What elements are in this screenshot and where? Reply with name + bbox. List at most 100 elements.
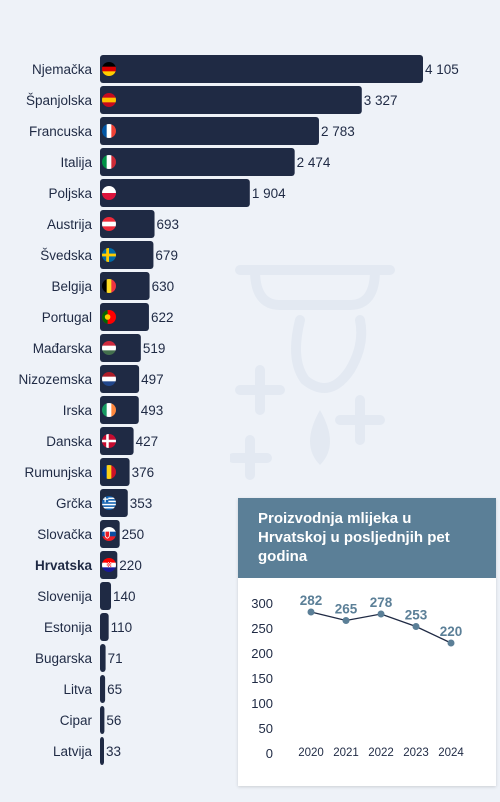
value-label: 33 (106, 744, 121, 759)
data-point (342, 617, 350, 624)
y-tick-label: 250 (251, 621, 273, 636)
bar-row: Španjolska 3 327 (26, 86, 398, 114)
x-tick-label: 2022 (368, 747, 394, 759)
y-tick-label: 200 (251, 646, 273, 661)
country-label: Hrvatska (35, 558, 93, 573)
country-label: Mađarska (33, 341, 93, 356)
country-label: Litva (63, 682, 92, 697)
bar (100, 241, 154, 269)
bar (100, 179, 250, 207)
bar-row: Švedska 679 (40, 241, 178, 269)
country-label: Belgija (51, 279, 92, 294)
bar (100, 303, 149, 331)
bar-row: Nizozemska 497 (18, 365, 164, 393)
bar (100, 644, 106, 672)
data-label: 253 (405, 608, 428, 623)
bar-row: Slovenija 140 (37, 582, 136, 610)
bar-row: Poljska 1 904 (48, 179, 286, 207)
bar (100, 117, 319, 145)
bar-row: Mađarska 519 (33, 334, 166, 362)
value-label: 140 (113, 589, 136, 604)
country-label: Portugal (42, 310, 92, 325)
country-label: Cipar (60, 713, 93, 728)
bar-row: Rumunjska 376 (24, 458, 154, 486)
data-point (377, 610, 385, 618)
y-tick-label: 50 (259, 721, 273, 736)
be-flag-icon (102, 279, 116, 293)
bar-row: Latvija 33 (53, 737, 121, 765)
y-tick-label: 300 (251, 596, 273, 611)
bar (100, 396, 139, 424)
es-flag-icon (102, 93, 116, 107)
value-label: 65 (107, 682, 122, 697)
data-point (307, 608, 315, 616)
x-tick-label: 2021 (333, 747, 359, 759)
bar (100, 86, 362, 114)
value-label: 3 327 (364, 93, 398, 108)
bar-row: Hrvatska 220 (35, 551, 142, 579)
hu-flag-icon (102, 341, 116, 355)
value-label: 56 (106, 713, 121, 728)
de-flag-icon (102, 62, 116, 76)
croatia-milk-line-chart: 300 250 200 150 100 50 0 2020 2021 2022 2023 2024 28… (251, 593, 464, 761)
value-label: 679 (155, 248, 178, 263)
bar (100, 613, 109, 641)
it-flag-icon (102, 155, 116, 169)
value-label: 250 (122, 527, 145, 542)
sk-flag-icon (102, 527, 116, 541)
value-label: 71 (108, 651, 123, 666)
inset-title: Proizvodnja mlijeka u Hrvatskoj u poslje… (238, 498, 496, 578)
bar (100, 272, 150, 300)
bar (100, 737, 104, 765)
value-label: 497 (141, 372, 164, 387)
y-tick-label: 100 (251, 696, 273, 711)
country-label: Slovenija (37, 589, 92, 604)
data-point (412, 623, 420, 630)
se-flag-icon (102, 248, 116, 262)
country-label: Španjolska (26, 93, 93, 108)
country-label: Bugarska (35, 651, 93, 666)
value-label: 376 (132, 465, 155, 480)
bar-row: Portugal 622 (42, 303, 174, 331)
hr-flag-icon (102, 558, 116, 572)
dk-flag-icon (102, 434, 116, 448)
bar-row: Grčka 353 (56, 489, 152, 517)
value-label: 1 904 (252, 186, 286, 201)
country-label: Italija (60, 155, 92, 170)
data-point (447, 639, 455, 647)
value-label: 519 (143, 341, 166, 356)
bar-row: Belgija 630 (51, 272, 174, 300)
data-label: 265 (335, 602, 358, 617)
bar (100, 706, 105, 734)
bar (100, 55, 423, 83)
nl-flag-icon (102, 372, 116, 386)
pl-flag-icon (102, 186, 116, 200)
bar-row: Slovačka 250 (37, 520, 144, 548)
country-label: Nizozemska (18, 372, 92, 387)
bar-row: Francuska 2 783 (29, 117, 355, 145)
y-tick-label: 0 (266, 746, 273, 761)
bar-row: Cipar 56 (60, 706, 121, 734)
value-label: 110 (111, 620, 133, 635)
country-label: Švedska (40, 248, 92, 263)
ie-flag-icon (102, 403, 116, 417)
x-tick-label: 2024 (438, 747, 464, 759)
value-label: 4 105 (425, 62, 459, 77)
value-label: 622 (151, 310, 174, 325)
country-label: Estonija (44, 620, 93, 635)
data-label: 282 (300, 593, 323, 608)
bar-row: Litva 65 (63, 675, 122, 703)
at-flag-icon (102, 217, 116, 231)
country-label: Francuska (29, 124, 93, 139)
x-tick-label: 2020 (298, 747, 324, 759)
x-tick-label: 2023 (403, 747, 429, 759)
data-label: 220 (440, 624, 463, 639)
gr-flag-icon (102, 496, 116, 510)
bar (100, 148, 295, 176)
value-label: 2 783 (321, 124, 355, 139)
bar (100, 675, 106, 703)
bar-row: Danska 427 (46, 427, 158, 455)
bar (100, 427, 134, 455)
bar-row: Austrija 693 (47, 210, 179, 238)
